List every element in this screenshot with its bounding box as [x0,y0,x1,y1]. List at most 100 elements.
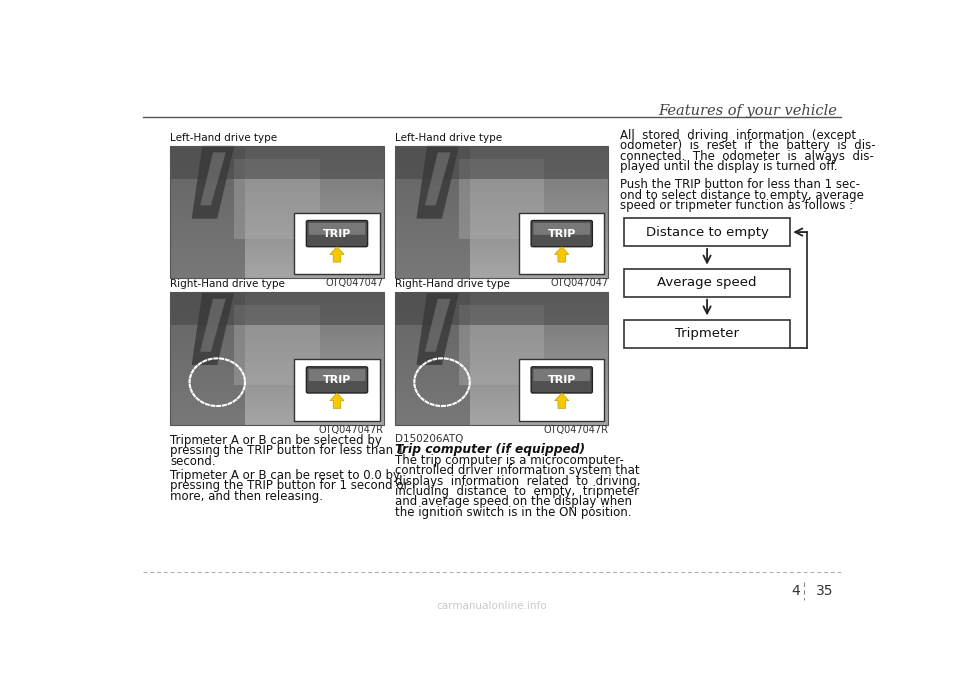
Bar [396,345,609,349]
Bar [170,271,383,275]
Bar [396,245,609,249]
Bar [396,146,609,278]
Bar [396,398,609,402]
Bar [170,388,383,391]
FancyBboxPatch shape [624,218,790,246]
Bar [396,322,609,325]
Bar [396,312,609,316]
Text: Right-Hand drive type: Right-Hand drive type [396,279,510,289]
Bar [170,146,245,278]
Text: 35: 35 [815,584,833,598]
Bar [170,159,383,163]
Bar [170,402,383,404]
Text: All  stored  driving  information  (except: All stored driving information (except [620,129,856,142]
Text: D150206ATQ: D150206ATQ [396,434,464,444]
Bar [170,183,383,185]
Bar [396,309,609,312]
Bar [396,146,609,149]
Bar [170,251,383,255]
Bar [170,196,383,199]
FancyBboxPatch shape [624,320,790,347]
Text: carmanualonline.info: carmanualonline.info [437,601,547,611]
Bar [396,176,609,179]
Bar [396,349,609,351]
Bar [170,163,383,165]
Bar [170,305,383,309]
Bar [170,258,383,262]
Bar [396,202,609,205]
Bar [396,362,609,365]
Bar [170,404,383,408]
Bar [396,192,609,196]
Bar [170,362,383,365]
Bar [170,152,383,156]
Bar [396,369,609,371]
Bar [396,235,609,238]
Bar [396,411,609,415]
Text: OTQ047047: OTQ047047 [325,278,383,288]
Bar [170,235,383,238]
Bar [396,292,609,325]
Text: Distance to empty: Distance to empty [646,225,769,238]
Text: TRIP: TRIP [547,375,576,385]
Bar [170,199,383,202]
FancyBboxPatch shape [624,269,790,297]
Bar [396,183,609,185]
Bar [396,212,609,216]
Bar [170,338,383,342]
Polygon shape [192,146,234,218]
Bar [170,378,383,382]
Text: odometer)  is  reset  if  the  battery  is  dis-: odometer) is reset if the battery is dis… [620,139,876,152]
FancyBboxPatch shape [306,220,368,247]
Bar [170,335,383,338]
Text: Push the TRIP button for less than 1 sec-: Push the TRIP button for less than 1 sec… [620,178,860,191]
Polygon shape [555,393,569,409]
Polygon shape [201,152,226,205]
Bar [396,179,609,183]
Text: TRIP: TRIP [547,229,576,238]
Bar [170,146,383,179]
Bar [170,218,383,222]
Bar [234,159,320,238]
Text: 4: 4 [791,584,800,598]
Bar [170,292,383,325]
Bar [396,172,609,176]
Bar [396,209,609,212]
Bar [170,395,383,398]
Bar [170,365,383,369]
Bar [170,329,383,332]
Bar [396,156,609,159]
Bar [396,292,609,424]
Bar [170,172,383,176]
Bar [170,216,383,218]
Bar [396,316,609,318]
Bar [396,163,609,165]
Bar [396,388,609,391]
Bar [396,189,609,192]
Bar [170,268,383,271]
Bar [396,378,609,382]
FancyBboxPatch shape [531,367,592,393]
Text: OTQ047047: OTQ047047 [550,278,609,288]
Bar [396,421,609,424]
Bar [396,218,609,222]
Bar [396,271,609,275]
Text: Left-Hand drive type: Left-Hand drive type [170,133,277,143]
Bar [170,309,383,312]
FancyBboxPatch shape [295,213,379,274]
Bar [396,255,609,258]
Bar [170,312,383,316]
Bar [396,222,609,225]
Bar [396,238,609,242]
Bar [396,325,609,329]
Bar [170,418,383,421]
Bar [170,169,383,172]
Text: speed or tripmeter function as follows :: speed or tripmeter function as follows : [620,199,853,212]
Bar [396,262,609,265]
Bar [170,371,383,375]
Bar [396,249,609,251]
Bar [459,305,544,385]
Bar [396,329,609,332]
Bar [396,216,609,218]
Text: TRIP: TRIP [323,229,351,238]
